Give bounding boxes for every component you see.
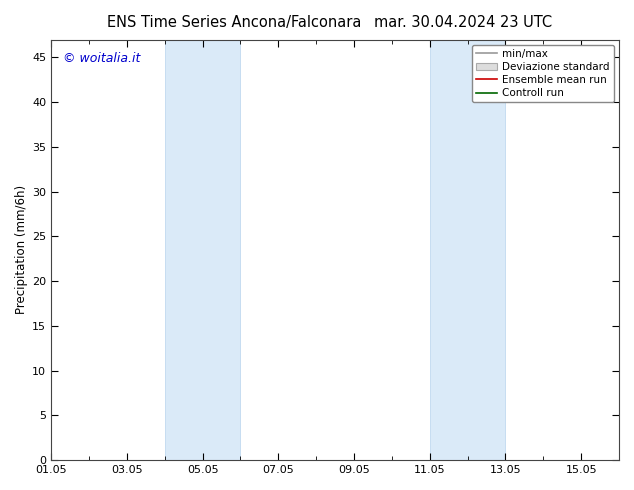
Text: mar. 30.04.2024 23 UTC: mar. 30.04.2024 23 UTC [374, 15, 552, 30]
Y-axis label: Precipitation (mm/6h): Precipitation (mm/6h) [15, 185, 28, 315]
Bar [165, 40, 240, 460]
Text: ENS Time Series Ancona/Falconara: ENS Time Series Ancona/Falconara [107, 15, 362, 30]
Text: © woitalia.it: © woitalia.it [63, 52, 140, 65]
Bar [430, 40, 505, 460]
Legend: min/max, Deviazione standard, Ensemble mean run, Controll run: min/max, Deviazione standard, Ensemble m… [472, 45, 614, 102]
